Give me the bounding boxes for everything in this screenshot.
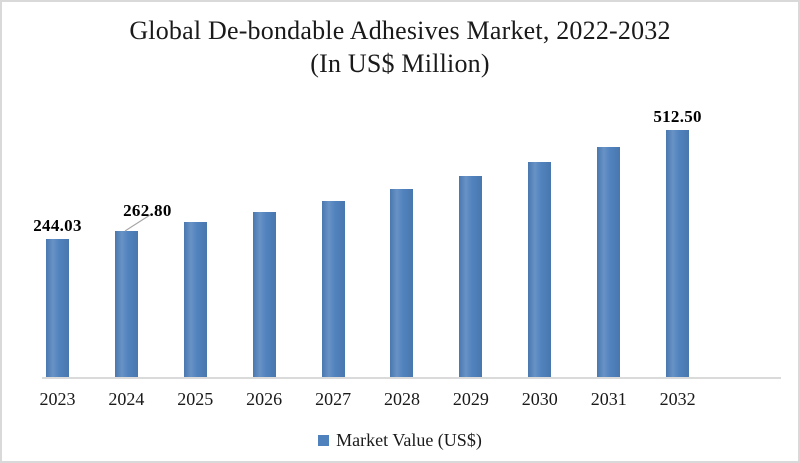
data-label-2032: 512.50 xyxy=(653,107,702,126)
bar-2023 xyxy=(45,239,69,378)
bar-2030 xyxy=(528,162,552,378)
bar-2027 xyxy=(321,201,345,378)
bar-2025 xyxy=(183,222,207,378)
x-axis-labels: 2023 2024 2025 2026 2027 2028 2029 2030 2031 2032 xyxy=(23,389,712,410)
bar-2026 xyxy=(252,212,276,378)
bar-column-2024 xyxy=(92,98,161,378)
bar-column-2028 xyxy=(368,98,437,378)
x-label-2030: 2030 xyxy=(521,389,558,409)
x-label-2029: 2029 xyxy=(452,389,489,409)
bar-2031 xyxy=(597,146,621,378)
legend-label: Market Value (US$) xyxy=(336,430,482,450)
bar-column-2026 xyxy=(230,98,299,378)
x-label-2025: 2025 xyxy=(177,389,214,409)
x-label-2028: 2028 xyxy=(383,389,420,409)
legend: Market Value (US$) xyxy=(2,430,798,451)
bar-column-2029 xyxy=(436,98,505,378)
x-label-2031: 2031 xyxy=(590,389,627,409)
chart-title-line1: Global De-bondable Adhesives Market, 202… xyxy=(129,16,671,45)
x-label-2026: 2026 xyxy=(246,389,283,409)
x-label-2024: 2024 xyxy=(108,389,145,409)
bar-column-2027 xyxy=(299,98,368,378)
bar-2029 xyxy=(459,176,483,378)
data-label-2024: 262.80 xyxy=(123,201,172,221)
bar-2028 xyxy=(390,189,414,378)
chart-title: Global De-bondable Adhesives Market, 202… xyxy=(2,14,798,80)
bar-column-2023 xyxy=(23,98,92,378)
bar-column-2025 xyxy=(161,98,230,378)
bar-2032 xyxy=(666,130,690,378)
bar-2024 xyxy=(114,231,138,378)
bar-column-2031 xyxy=(574,98,643,378)
data-label-2023: 244.03 xyxy=(33,216,82,235)
plot-area xyxy=(23,98,712,378)
x-label-2023: 2023 xyxy=(39,389,76,409)
bar-column-2032 xyxy=(643,98,712,378)
x-axis-line xyxy=(42,377,781,379)
chart-title-line2: (In US$ Million) xyxy=(310,49,490,78)
x-label-2032: 2032 xyxy=(659,389,696,409)
legend-marker-icon xyxy=(318,435,330,446)
bar-column-2030 xyxy=(505,98,574,378)
x-label-2027: 2027 xyxy=(315,389,352,409)
